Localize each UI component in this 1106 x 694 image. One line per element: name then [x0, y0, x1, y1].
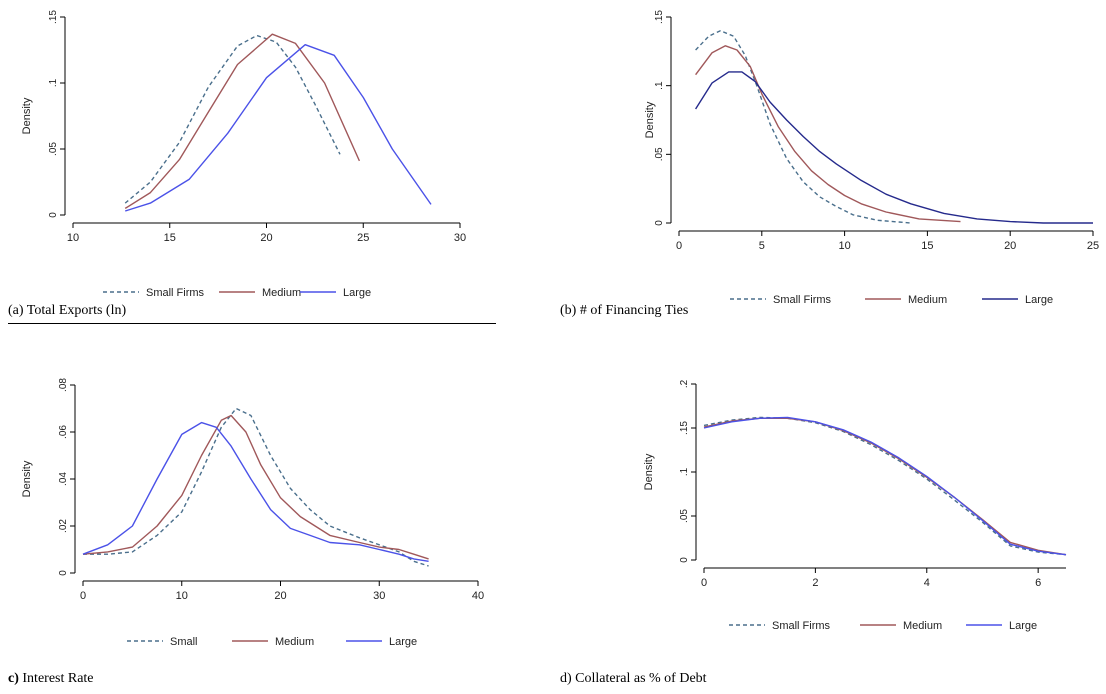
b-legend-label-2: Large [1025, 294, 1053, 306]
caption-a-rule [8, 323, 496, 324]
d-y-tick-label-0: 0 [679, 557, 690, 563]
b-legend-label-0: Small Firms [773, 294, 832, 306]
caption-c-text: Interest Rate [18, 671, 94, 686]
caption-b: (b) # of Financing Ties [560, 303, 689, 318]
c-x-tick-label-2: 20 [274, 590, 286, 602]
caption-c-bold: c) [8, 671, 19, 686]
c-x-tick-label-4: 40 [472, 590, 484, 602]
d-series-0 [703, 416, 1067, 556]
d-legend-label-2: Large [1009, 620, 1037, 632]
b-x-tick-label-2: 10 [838, 240, 850, 252]
b-x-tick-label-0: 0 [676, 240, 682, 252]
a-y-tick-label-3: .15 [48, 10, 59, 24]
b-y-label: Density [644, 101, 656, 138]
b-series-2 [695, 71, 1093, 224]
b-y-tick-label-3: .15 [654, 10, 665, 24]
caption-a: (a) Total Exports (ln) [8, 303, 127, 318]
c-x-tick-label-1: 10 [176, 590, 188, 602]
c-series-2 [82, 421, 429, 562]
b-x-tick-label-3: 15 [921, 240, 933, 252]
d-series-2 [703, 416, 1067, 556]
c-legend-label-0: Small [170, 636, 198, 648]
b-y-tick-label-0: 0 [654, 220, 665, 226]
b-x-tick-label-1: 5 [759, 240, 765, 252]
c-y-tick-label-1: .02 [58, 519, 69, 533]
a-y-tick-label-0: 0 [48, 212, 59, 218]
caption-d: d) Collateral as % of Debt [560, 671, 707, 686]
a-series-0 [124, 34, 341, 204]
c-x-tick-label-0: 0 [80, 590, 86, 602]
d-y-label: Density [643, 453, 655, 490]
c-series-0 [83, 407, 429, 567]
d-x-tick-label-0: 0 [701, 577, 707, 589]
a-x-tick-label-4: 30 [454, 232, 466, 244]
c-y-tick-label-0: 0 [58, 570, 69, 576]
d-legend-label-1: Medium [903, 620, 942, 632]
a-legend-label-0: Small Firms [146, 287, 205, 299]
b-y-tick-label-2: .1 [654, 81, 665, 90]
c-legend-label-1: Medium [275, 636, 314, 648]
b-series-1 [695, 45, 961, 223]
d-y-tick-label-1: .05 [679, 509, 690, 523]
b-series-0 [695, 30, 911, 224]
a-legend-label-1: Medium [262, 287, 301, 299]
a-y-tick-label-1: .05 [48, 142, 59, 156]
c-x-tick-label-3: 30 [373, 590, 385, 602]
d-x-tick-label-2: 4 [924, 577, 930, 589]
a-x-tick-label-2: 20 [260, 232, 272, 244]
a-series-1 [124, 33, 361, 209]
a-x-tick-label-3: 25 [357, 232, 369, 244]
b-y-tick-label-1: .05 [654, 147, 665, 161]
c-y-tick-label-4: .08 [58, 378, 69, 392]
c-y-tick-label-3: .06 [58, 425, 69, 439]
a-y-tick-label-2: .1 [48, 78, 59, 87]
d-y-tick-label-4: .2 [679, 379, 690, 388]
d-y-tick-label-3: .15 [679, 421, 690, 435]
d-x-tick-label-1: 2 [812, 577, 818, 589]
b-x-tick-label-5: 25 [1087, 240, 1099, 252]
a-x-tick-label-1: 15 [164, 232, 176, 244]
a-y-label: Density [21, 97, 33, 134]
c-y-tick-label-2: .04 [58, 472, 69, 486]
a-series-2 [124, 44, 432, 212]
c-y-label: Density [21, 460, 33, 497]
c-legend-label-2: Large [389, 636, 417, 648]
d-x-tick-label-3: 6 [1035, 577, 1041, 589]
a-legend-label-2: Large [343, 287, 371, 299]
a-x-tick-label-0: 10 [67, 232, 79, 244]
d-series-1 [703, 417, 1067, 556]
b-legend-label-1: Medium [908, 294, 947, 306]
b-x-tick-label-4: 20 [1004, 240, 1016, 252]
d-legend-label-0: Small Firms [772, 620, 831, 632]
d-y-tick-label-2: .1 [679, 467, 690, 476]
c-series-1 [82, 414, 429, 560]
caption-c: c) Interest Rate [8, 671, 94, 687]
